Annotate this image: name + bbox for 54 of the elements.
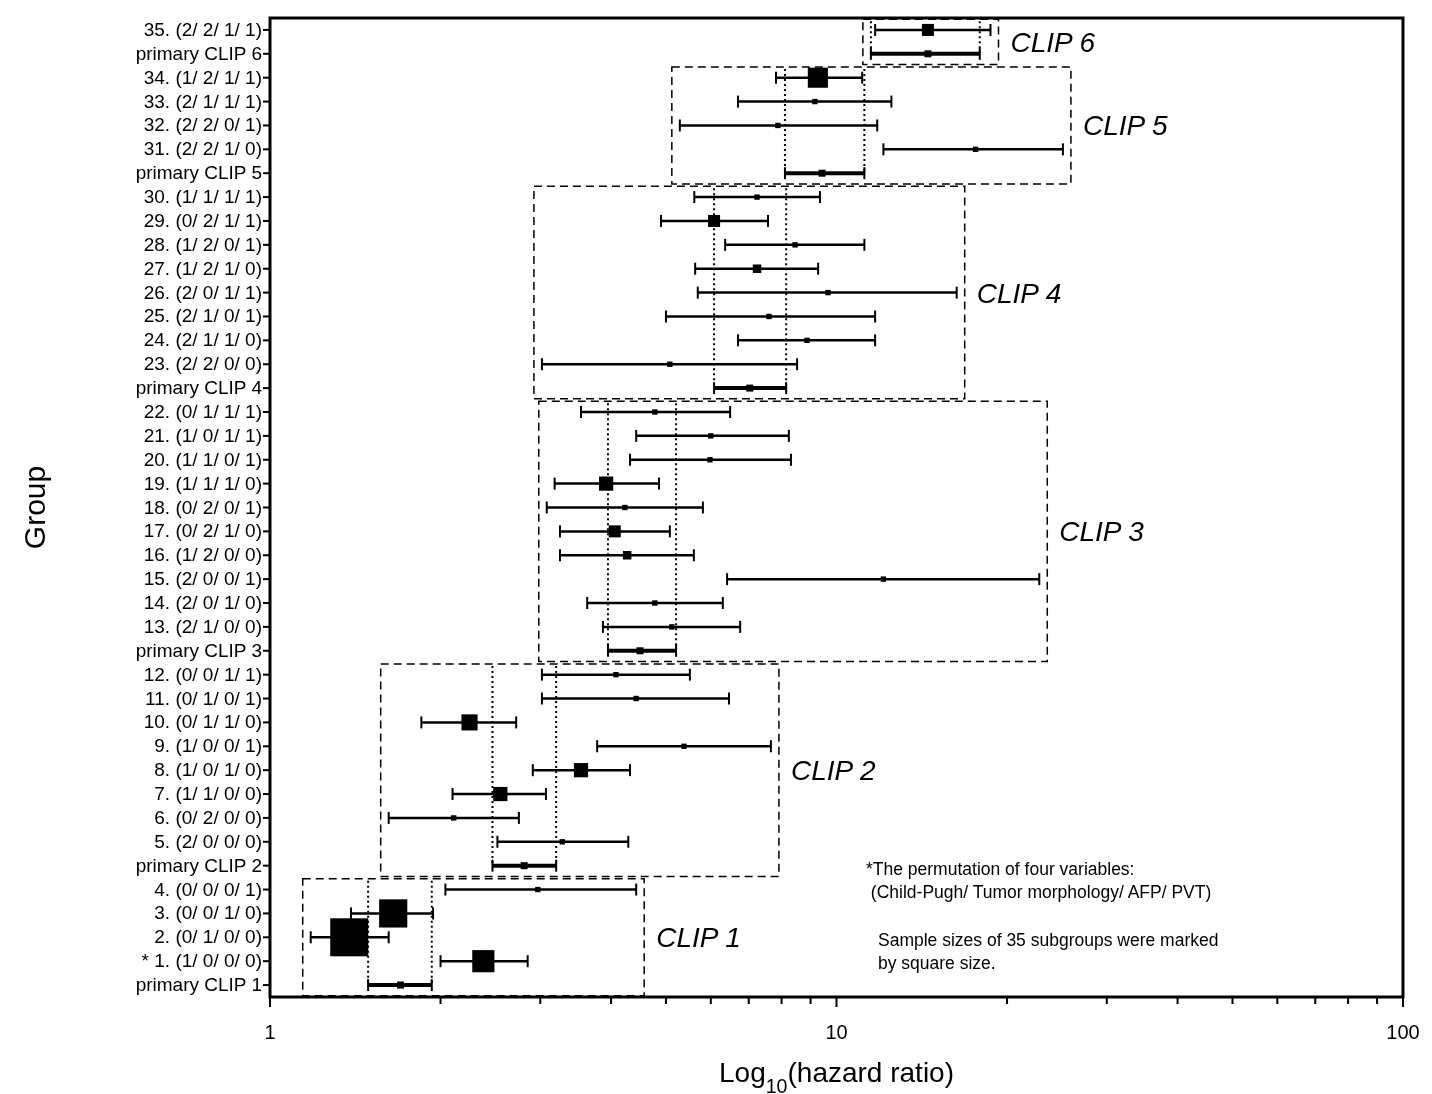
y-tick-label: 21. (1/ 0/ 1/ 1) xyxy=(143,424,262,446)
y-tick-label: 20. (1/ 1/ 0/ 1) xyxy=(143,448,262,470)
y-tick-label: 34. (1/ 2/ 1/ 1) xyxy=(143,66,262,88)
y-tick-label: 19. (1/ 1/ 1/ 0) xyxy=(143,472,262,494)
y-tick-label: 22. (0/ 1/ 1/ 1) xyxy=(143,400,262,422)
x-axis-title: Log$_{10}$(hazard ratio) xyxy=(718,1057,955,1094)
y-tick-label: 11. (0/ 1/ 0/ 1) xyxy=(145,687,262,709)
y-tick-label: 29. (0/ 2/ 1/ 1) xyxy=(143,209,262,231)
annotation: CLIP 5 xyxy=(1082,110,1168,142)
annotation: CLIP 1 xyxy=(656,922,741,954)
y-tick-label: primary CLIP 3 xyxy=(135,639,262,661)
y-tick-label: primary CLIP 1 xyxy=(135,974,262,996)
y-tick-label: primary CLIP 4 xyxy=(135,377,263,399)
y-tick-label: 7. (1/ 1/ 0/ 0) xyxy=(154,783,262,805)
y-tick-label: 15. (2/ 0/ 0/ 1) xyxy=(143,568,262,590)
y-tick-label: 2. (0/ 1/ 0/ 0) xyxy=(154,926,262,948)
y-tick-label: 9. (1/ 0/ 0/ 1) xyxy=(154,735,262,757)
y-tick-label: 8. (1/ 0/ 1/ 0) xyxy=(154,759,262,781)
y-tick-label: 30. (1/ 1/ 1/ 1) xyxy=(143,186,262,208)
y-tick-label: * 1. (1/ 0/ 0/ 0) xyxy=(141,950,262,972)
x-tick-label: 10 xyxy=(825,1021,848,1043)
annotation: CLIP 4 xyxy=(976,277,1062,309)
y-tick-label: 4. (0/ 0/ 0/ 1) xyxy=(154,878,262,900)
y-tick-label: 3. (0/ 0/ 1/ 0) xyxy=(154,902,262,924)
y-tick-label: 31. (2/ 2/ 1/ 0) xyxy=(143,138,262,160)
y-tick-label: 26. (2/ 0/ 1/ 1) xyxy=(143,281,262,303)
annotation: Sample sizes of 35 subgroups were marked by square size. xyxy=(878,930,1219,973)
y-tick-label: 12. (0/ 0/ 1/ 1) xyxy=(143,663,262,685)
y-tick-label: 32. (2/ 2/ 0/ 1) xyxy=(143,114,262,136)
y-tick-label: primary CLIP 5 xyxy=(135,162,262,184)
y-tick-label: primary CLIP 6 xyxy=(135,42,262,64)
y-tick-label: 35. (2/ 2/ 1/ 1) xyxy=(143,18,262,40)
y-tick-label: primary CLIP 2 xyxy=(135,854,262,876)
y-tick-label: 33. (2/ 1/ 1/ 1) xyxy=(143,90,262,112)
y-tick-label: 18. (0/ 2/ 0/ 1) xyxy=(143,496,262,518)
y-tick-label: 13. (2/ 1/ 0/ 0) xyxy=(143,615,262,637)
x-tick-label: 100 xyxy=(1386,1021,1420,1043)
annotation: CLIP 3 xyxy=(1059,516,1145,548)
y-tick-label: 23. (2/ 2/ 0/ 0) xyxy=(143,353,262,375)
y-tick-label: 16. (1/ 2/ 0/ 0) xyxy=(143,544,262,566)
y-tick-label: 5. (2/ 0/ 0/ 0) xyxy=(154,830,262,852)
y-tick-label: 27. (1/ 2/ 1/ 0) xyxy=(143,257,262,279)
x-tick-label: 1 xyxy=(264,1021,276,1043)
annotation: CLIP 2 xyxy=(790,755,876,787)
y-axis-title: Group xyxy=(18,465,51,550)
y-tick-label: 28. (1/ 2/ 0/ 1) xyxy=(143,233,262,255)
y-tick-label: 17. (0/ 2/ 1/ 0) xyxy=(143,520,262,542)
annotation: CLIP 6 xyxy=(1010,26,1096,58)
y-tick-label: 24. (2/ 1/ 1/ 0) xyxy=(143,329,262,351)
y-tick-label: 25. (2/ 1/ 0/ 1) xyxy=(143,305,262,327)
y-tick-label: 6. (0/ 2/ 0/ 0) xyxy=(154,806,262,828)
y-tick-label: 14. (2/ 0/ 1/ 0) xyxy=(143,592,262,614)
y-tick-label: 10. (0/ 1/ 1/ 0) xyxy=(143,711,262,733)
annotation: *The permutation of four variables: (Child-Pugh/ Tumor morphology/ AFP/ PVT) xyxy=(866,859,1212,902)
